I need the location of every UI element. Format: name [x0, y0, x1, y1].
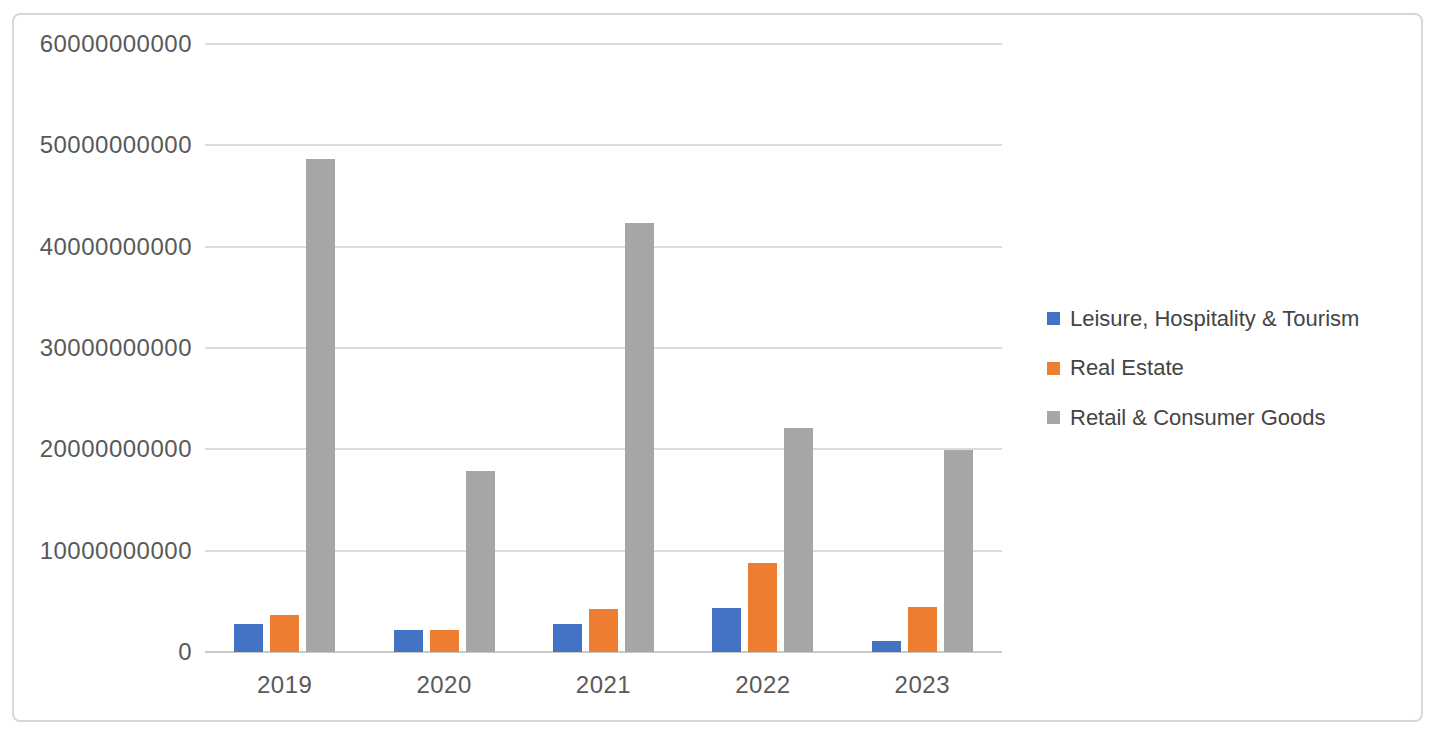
gridline — [205, 43, 1002, 45]
legend-item-retail-consumer-goods: Retail & Consumer Goods — [1047, 404, 1326, 431]
legend-marker-retail-consumer-goods — [1047, 411, 1060, 424]
legend-item-leisure-hospitality-tourism: Leisure, Hospitality & Tourism — [1047, 305, 1359, 332]
legend-marker-leisure-hospitality-tourism — [1047, 312, 1060, 325]
legend-marker-real-estate — [1047, 362, 1060, 375]
x-axis-category-label: 2019 — [225, 671, 345, 699]
y-axis-tick-label: 50000000000 — [20, 131, 192, 159]
y-axis-tick-label: 40000000000 — [20, 233, 192, 261]
y-axis-tick-label: 60000000000 — [20, 30, 192, 58]
bar-retail-consumer-goods-2020 — [466, 471, 495, 652]
y-axis-tick-label: 0 — [20, 638, 192, 666]
x-axis-category-label: 2023 — [862, 671, 982, 699]
legend-label-real-estate: Real Estate — [1070, 355, 1184, 381]
page-background: 0 10000000000 20000000000 30000000000 400000… — [0, 0, 1440, 735]
legend-label-retail-consumer-goods: Retail & Consumer Goods — [1070, 405, 1326, 431]
bar-leisure-hospitality-tourism-2020 — [394, 630, 423, 652]
x-axis-category-label: 2020 — [384, 671, 504, 699]
gridline — [205, 144, 1002, 146]
bar-leisure-hospitality-tourism-2021 — [553, 624, 582, 652]
bar-retail-consumer-goods-2019 — [306, 159, 335, 652]
y-axis-tick-label: 10000000000 — [20, 537, 192, 565]
bar-real-estate-2021 — [589, 609, 618, 652]
y-axis-tick-label: 30000000000 — [20, 334, 192, 362]
bar-retail-consumer-goods-2023 — [944, 450, 973, 652]
legend-label-leisure-hospitality-tourism: Leisure, Hospitality & Tourism — [1070, 306, 1359, 332]
bar-real-estate-2019 — [270, 615, 299, 652]
chart-frame: 0 10000000000 20000000000 30000000000 400000… — [12, 13, 1423, 722]
legend-item-real-estate: Real Estate — [1047, 355, 1184, 382]
bar-leisure-hospitality-tourism-2023 — [872, 641, 901, 652]
y-axis-tick-label: 20000000000 — [20, 435, 192, 463]
x-axis-category-label: 2021 — [544, 671, 664, 699]
bar-real-estate-2020 — [430, 630, 459, 652]
x-axis-category-label: 2022 — [703, 671, 823, 699]
bar-retail-consumer-goods-2021 — [625, 223, 654, 652]
bar-leisure-hospitality-tourism-2019 — [234, 624, 263, 652]
bar-retail-consumer-goods-2022 — [784, 428, 813, 652]
bar-real-estate-2022 — [748, 563, 777, 652]
bar-real-estate-2023 — [908, 607, 937, 652]
bar-leisure-hospitality-tourism-2022 — [712, 608, 741, 652]
